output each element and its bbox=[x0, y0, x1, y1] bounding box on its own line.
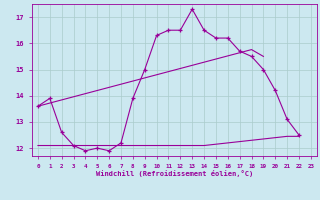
X-axis label: Windchill (Refroidissement éolien,°C): Windchill (Refroidissement éolien,°C) bbox=[96, 170, 253, 177]
